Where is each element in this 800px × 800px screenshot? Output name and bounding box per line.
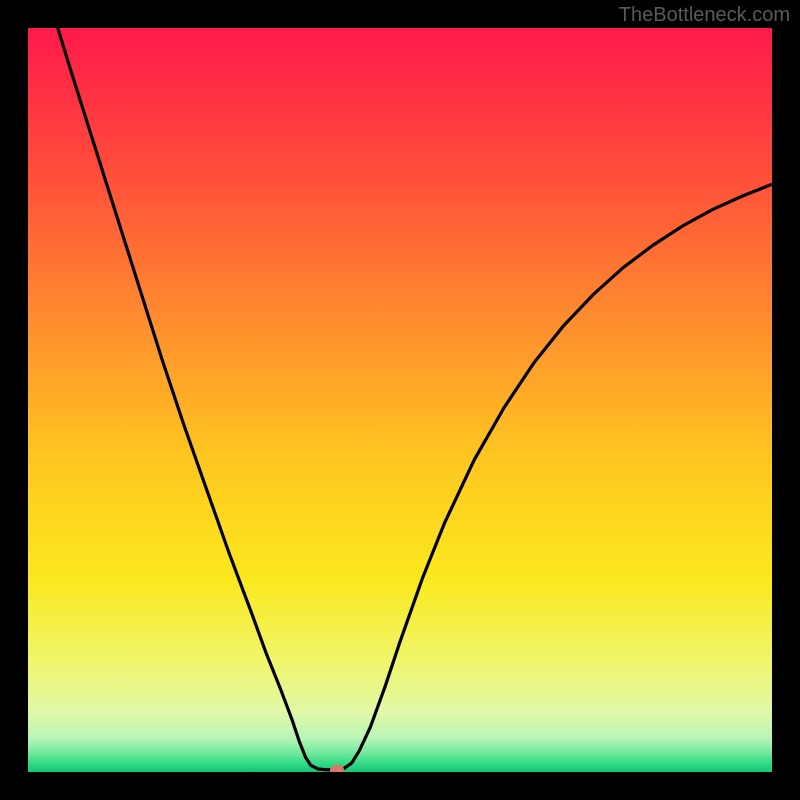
curve-path <box>58 28 772 770</box>
watermark-text: TheBottleneck.com <box>619 4 790 27</box>
optimal-point-marker <box>330 764 344 772</box>
frame-border-left <box>0 0 28 800</box>
frame-border-bottom <box>0 772 800 800</box>
chart-plot-area <box>28 28 772 772</box>
bottleneck-curve <box>28 28 772 772</box>
frame-border-right <box>772 0 800 800</box>
